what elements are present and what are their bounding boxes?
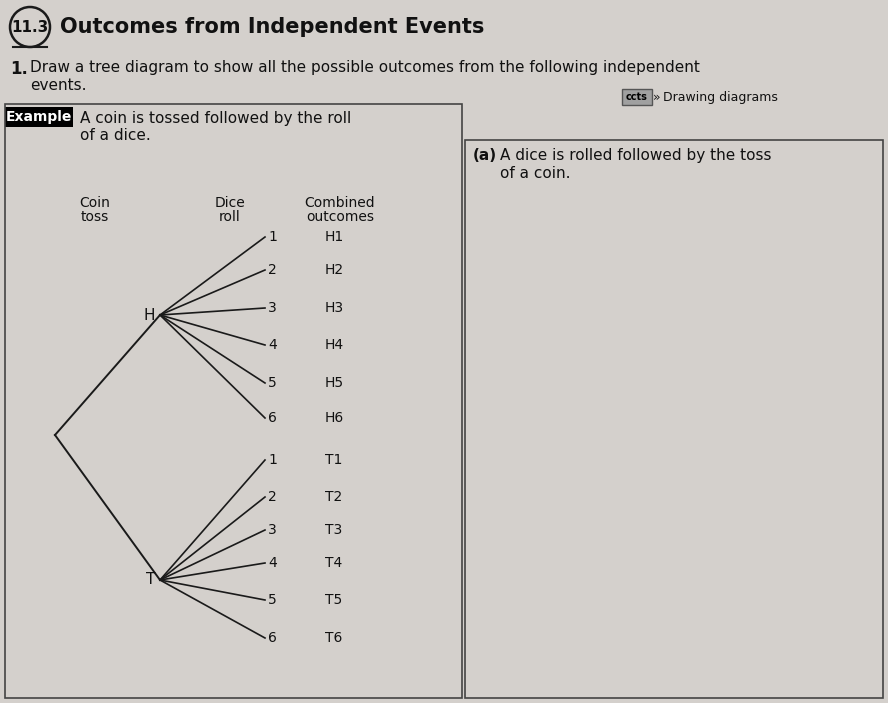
Text: H5: H5 xyxy=(325,376,345,390)
Text: roll: roll xyxy=(219,210,241,224)
Text: 2: 2 xyxy=(268,490,277,504)
Text: of a coin.: of a coin. xyxy=(500,166,570,181)
Text: H6: H6 xyxy=(325,411,345,425)
Text: H1: H1 xyxy=(325,230,345,244)
Text: T2: T2 xyxy=(325,490,342,504)
Text: T: T xyxy=(146,572,155,588)
Text: A coin is tossed followed by the roll: A coin is tossed followed by the roll xyxy=(80,111,352,126)
Text: 6: 6 xyxy=(268,631,277,645)
Text: Draw a tree diagram to show all the possible outcomes from the following indepen: Draw a tree diagram to show all the poss… xyxy=(30,60,700,75)
Text: of a dice.: of a dice. xyxy=(80,128,151,143)
Text: 1: 1 xyxy=(268,453,277,467)
Text: 2: 2 xyxy=(268,263,277,277)
Text: Example: Example xyxy=(6,110,72,124)
Text: 6: 6 xyxy=(268,411,277,425)
Text: T6: T6 xyxy=(325,631,343,645)
Text: outcomes: outcomes xyxy=(306,210,374,224)
Text: toss: toss xyxy=(81,210,109,224)
Text: Drawing diagrams: Drawing diagrams xyxy=(663,91,778,103)
Text: events.: events. xyxy=(30,78,86,93)
Text: T4: T4 xyxy=(325,556,342,570)
Text: 11.3: 11.3 xyxy=(12,20,49,34)
FancyBboxPatch shape xyxy=(622,89,652,105)
Text: 1.: 1. xyxy=(10,60,28,78)
Text: 5: 5 xyxy=(268,376,277,390)
Text: H2: H2 xyxy=(325,263,345,277)
Text: 1: 1 xyxy=(268,230,277,244)
Text: (a): (a) xyxy=(473,148,497,163)
Text: 3: 3 xyxy=(268,301,277,315)
Text: ccts: ccts xyxy=(626,92,648,102)
Text: A dice is rolled followed by the toss: A dice is rolled followed by the toss xyxy=(500,148,772,163)
Text: H: H xyxy=(144,307,155,323)
Text: Outcomes from Independent Events: Outcomes from Independent Events xyxy=(60,17,484,37)
Text: T1: T1 xyxy=(325,453,343,467)
Text: H4: H4 xyxy=(325,338,345,352)
Text: Combined: Combined xyxy=(305,196,376,210)
Text: Coin: Coin xyxy=(80,196,110,210)
Text: 3: 3 xyxy=(268,523,277,537)
FancyBboxPatch shape xyxy=(5,107,73,127)
Text: 4: 4 xyxy=(268,556,277,570)
Text: T3: T3 xyxy=(325,523,342,537)
Text: H3: H3 xyxy=(325,301,345,315)
Text: 4: 4 xyxy=(268,338,277,352)
Text: 5: 5 xyxy=(268,593,277,607)
Text: Dice: Dice xyxy=(215,196,245,210)
Text: T5: T5 xyxy=(325,593,342,607)
Text: »: » xyxy=(653,91,661,103)
